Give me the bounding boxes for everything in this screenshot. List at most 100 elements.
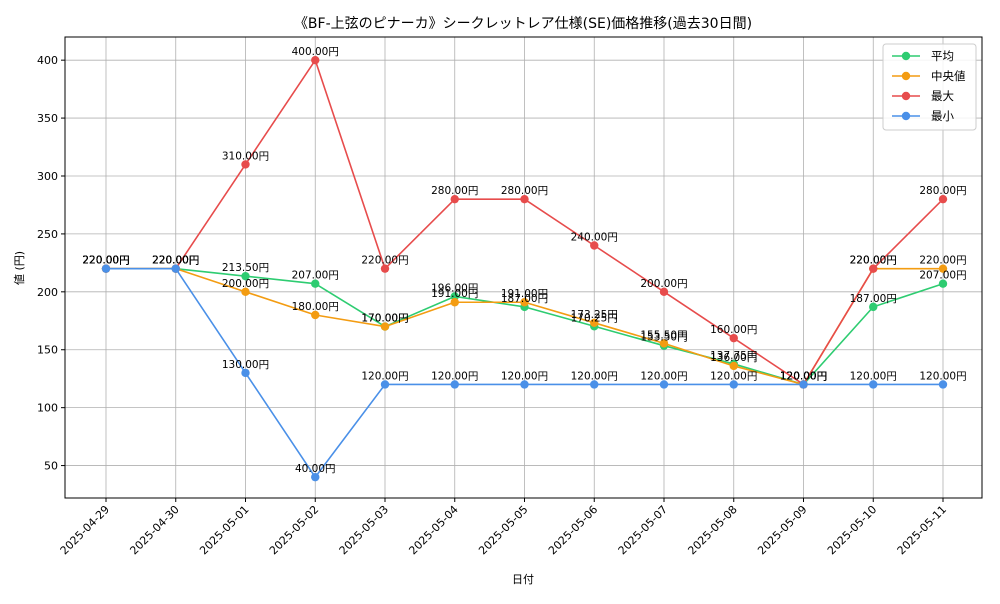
data-point xyxy=(450,292,459,301)
x-tick-label: 2025-05-07 xyxy=(616,503,670,557)
data-label: 280.00円 xyxy=(919,185,966,197)
data-label: 136.00円 xyxy=(710,352,757,364)
data-point xyxy=(659,339,669,348)
data-point xyxy=(869,264,878,273)
y-tick-label: 400 xyxy=(37,54,58,67)
data-point xyxy=(938,380,948,389)
data-label: 213.50円 xyxy=(222,262,269,274)
data-point xyxy=(590,318,599,328)
data-label: 187.00円 xyxy=(501,293,548,305)
data-label: 40.00円 xyxy=(295,463,336,475)
data-label: 220.00円 xyxy=(919,255,966,267)
data-label: 120.00円 xyxy=(501,370,548,382)
data-point xyxy=(241,287,250,297)
data-point xyxy=(938,264,948,273)
x-tick-label: 2025-05-01 xyxy=(197,503,251,557)
y-tick-label: 50 xyxy=(44,460,58,473)
data-point xyxy=(869,302,878,312)
data-point xyxy=(380,264,390,273)
data-label: 173.25円 xyxy=(571,309,618,321)
legend-label: 平均 xyxy=(931,49,954,63)
data-label: 120.00円 xyxy=(919,370,966,382)
legend-swatch-marker xyxy=(901,91,911,101)
data-point xyxy=(869,380,878,389)
y-tick-label: 100 xyxy=(37,402,58,415)
data-point xyxy=(311,55,320,65)
data-point xyxy=(171,264,180,273)
data-point xyxy=(659,287,669,297)
data-label: 220.00円 xyxy=(850,255,897,267)
legend-label: 最大 xyxy=(931,89,954,103)
data-label: 207.00円 xyxy=(292,270,339,282)
series-最小 xyxy=(101,264,948,482)
data-label: 200.00円 xyxy=(640,278,687,290)
data-label: 120.00円 xyxy=(780,370,827,382)
data-point xyxy=(938,279,948,288)
y-tick-label: 250 xyxy=(37,228,58,241)
data-label: 180.00円 xyxy=(292,301,339,313)
data-label: 220.00円 xyxy=(82,255,129,267)
data-label: 120.00円 xyxy=(780,370,827,382)
legend-label: 中央値 xyxy=(931,69,966,83)
plot-area-frame xyxy=(64,36,983,499)
data-point xyxy=(101,264,111,273)
data-label: 220.00円 xyxy=(82,255,129,267)
x-tick-label: 2025-05-08 xyxy=(685,503,739,557)
series-group xyxy=(101,55,948,482)
data-label: 200.00円 xyxy=(222,278,269,290)
data-point xyxy=(311,472,320,482)
x-tick-label: 2025-04-29 xyxy=(58,503,112,557)
data-label: 220.00円 xyxy=(152,255,199,267)
x-tick-label: 2025-05-04 xyxy=(406,503,460,557)
x-tick-label: 2025-05-11 xyxy=(895,503,949,557)
x-tick-label: 2025-05-05 xyxy=(476,503,530,557)
y-axis-title: 値 (円) xyxy=(13,251,26,285)
data-label: 120.00円 xyxy=(850,370,897,382)
legend-label: 最小 xyxy=(931,109,954,123)
data-label: 120.00円 xyxy=(640,370,687,382)
data-label: 187.00円 xyxy=(850,293,897,305)
data-point xyxy=(450,298,459,307)
data-label: 130.00円 xyxy=(222,359,269,371)
data-point xyxy=(380,322,390,331)
data-point xyxy=(520,298,529,307)
x-tick-label: 2025-05-06 xyxy=(546,503,600,557)
y-tick-label: 350 xyxy=(37,112,58,125)
chart-title: 《BF-上弦のピナーカ》シークレットレア仕様(SE)価格推移(過去30日間) xyxy=(294,16,752,32)
data-label: 400.00円 xyxy=(292,46,339,58)
legend-box xyxy=(882,43,977,131)
data-point xyxy=(380,380,390,389)
data-label: 196.00円 xyxy=(431,282,478,294)
data-label: 153.50円 xyxy=(640,332,687,344)
x-tick-label: 2025-05-03 xyxy=(337,503,391,557)
data-point xyxy=(659,380,669,389)
data-point xyxy=(450,194,459,204)
x-tick-label: 2025-05-09 xyxy=(755,503,809,557)
data-label: 220.00円 xyxy=(152,255,199,267)
y-tick-label: 300 xyxy=(37,170,58,183)
x-axis-ticks: 2025-04-29 2025-04-30 2025-05-01 2025-05-02… xyxy=(58,498,949,557)
data-label: 170.00円 xyxy=(361,313,408,325)
data-label: 155.50円 xyxy=(640,329,687,341)
data-point xyxy=(799,380,808,389)
data-point xyxy=(520,194,529,204)
data-label: 120.00円 xyxy=(780,370,827,382)
y-tick-label: 200 xyxy=(37,286,58,299)
data-point xyxy=(729,380,738,389)
data-point xyxy=(520,380,529,389)
data-point xyxy=(938,194,948,204)
data-label: 240.00円 xyxy=(571,231,618,243)
data-label: 191.00円 xyxy=(431,288,478,300)
data-label: 170.25円 xyxy=(571,312,618,324)
legend-swatch-marker xyxy=(901,71,911,81)
data-label: 120.00円 xyxy=(710,370,757,382)
data-point xyxy=(241,271,250,281)
grid xyxy=(65,37,982,498)
data-label: 191.00円 xyxy=(501,288,548,300)
data-label: 120.00円 xyxy=(780,370,827,382)
x-tick-label: 2025-04-30 xyxy=(127,503,181,557)
data-label: 207.00円 xyxy=(919,270,966,282)
legend-swatch-marker xyxy=(901,111,911,121)
